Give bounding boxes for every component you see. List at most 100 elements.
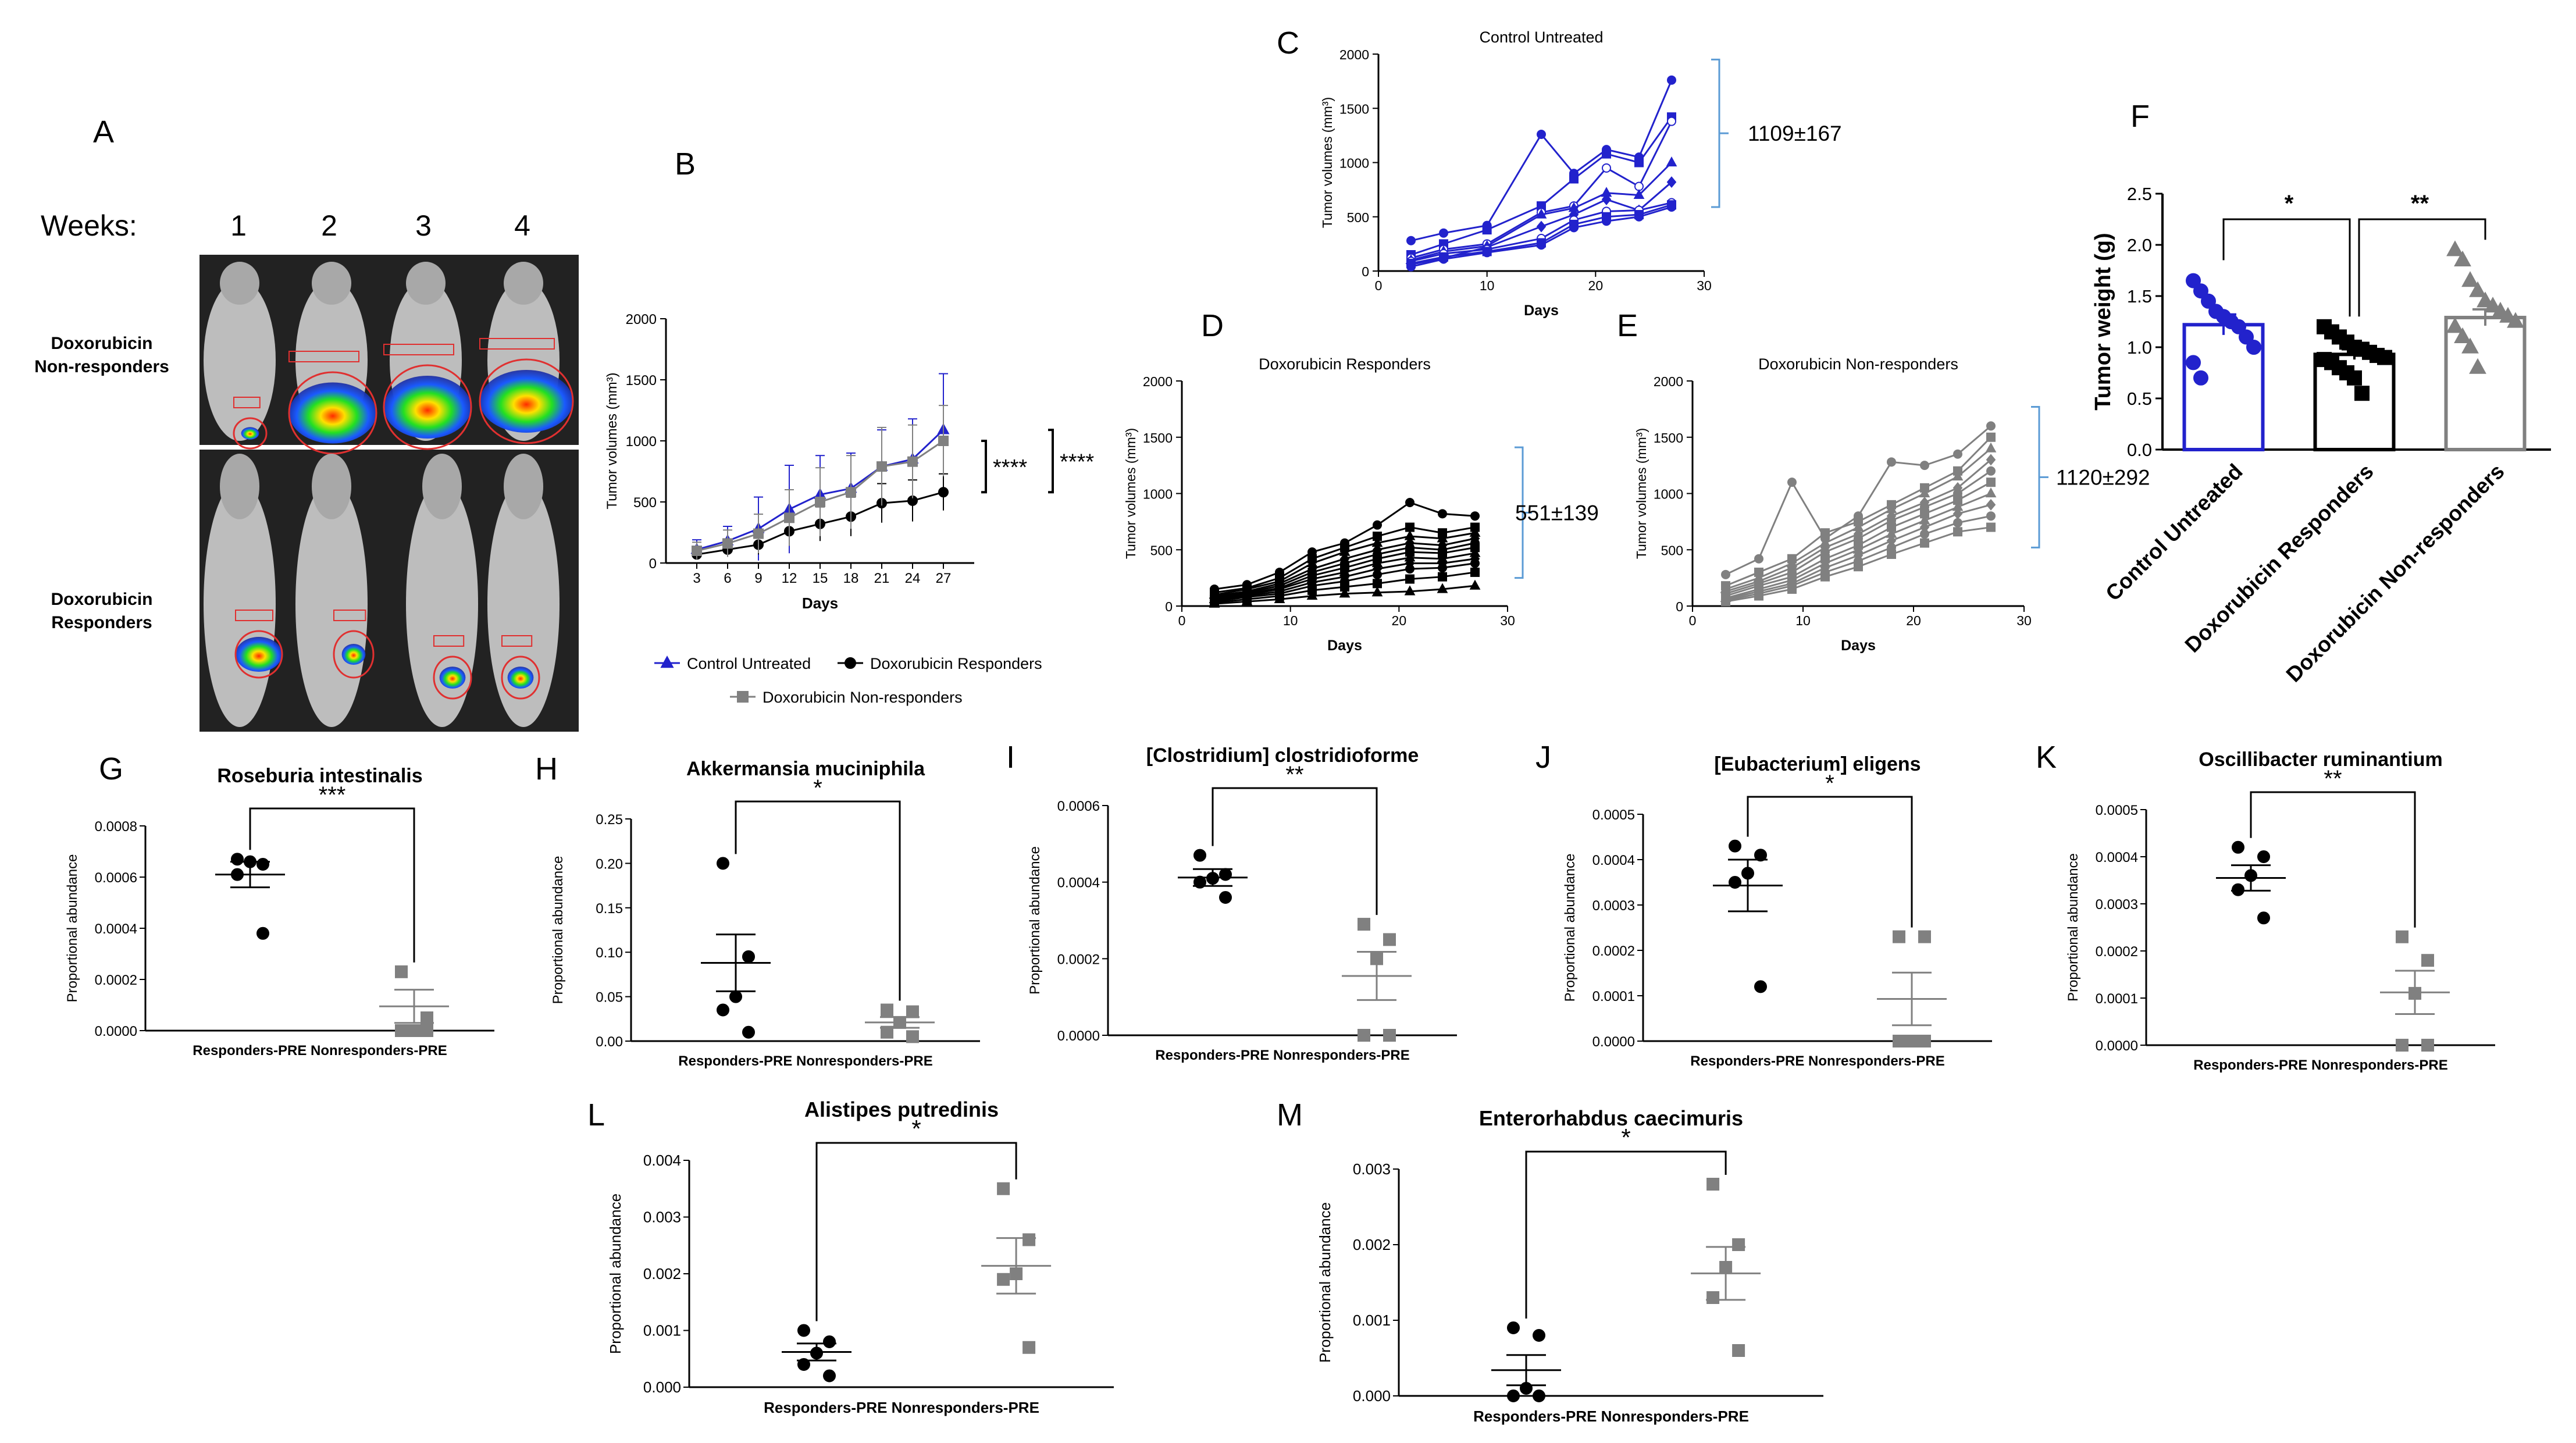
subject-point	[1920, 529, 1929, 539]
subject-line	[1410, 204, 1672, 265]
data-point	[2186, 273, 2201, 288]
subject-point	[1666, 156, 1677, 167]
subject-point	[1405, 574, 1415, 584]
subject-point	[1537, 240, 1546, 250]
y-tick-label: 1500	[1339, 101, 1369, 116]
mouse-head	[220, 454, 259, 519]
x-tick-label: 18	[843, 571, 859, 586]
subject-line	[1410, 202, 1672, 262]
chart-j-eubacterium: 0.0000 0.0001 0.0002 0.0003 0.0004 0.0005 Prop…	[1562, 753, 1992, 1069]
subject-point	[1306, 590, 1318, 600]
data-point	[2232, 840, 2244, 854]
y-tick-label: 500	[1347, 210, 1369, 225]
roi-label-box	[235, 610, 273, 621]
subject-point	[1536, 220, 1547, 233]
subject-point	[1404, 585, 1416, 596]
sig-bracket	[1525, 1150, 1727, 1319]
data-point	[395, 1024, 408, 1037]
mouse-head	[422, 454, 462, 519]
tumor-signal	[384, 376, 471, 439]
x-tick-labels: Responders-PRE Nonresponders-PRE	[764, 1399, 1039, 1416]
subject-point	[1952, 470, 1964, 481]
subject-point	[1953, 449, 1962, 459]
y-tick-label: 0.15	[596, 901, 623, 917]
chart-title: [Clostridium] clostridioforme	[1146, 744, 1419, 767]
data-point	[256, 858, 269, 871]
subject-point	[1405, 497, 1415, 507]
mice-group	[204, 262, 574, 727]
chart-title: Doxorubicin Non-responders	[1758, 355, 1958, 373]
y-tick-label: 0.002	[643, 1265, 681, 1282]
tumor-signal	[507, 667, 534, 689]
data-point	[2257, 850, 2270, 863]
sig-stars: ***	[319, 782, 346, 808]
y-axis-label: Tumor volumes (mm³)	[1123, 428, 1138, 559]
roi-label-box	[433, 635, 465, 647]
data-point	[1219, 868, 1232, 881]
subject-point	[1470, 567, 1480, 577]
data-point	[907, 456, 918, 467]
data-point	[1533, 1329, 1545, 1342]
x-tick-labels: Responders-PRE Nonresponders-PRE	[2193, 1057, 2447, 1073]
data-point	[1533, 1389, 1545, 1402]
subject-point	[1985, 487, 1997, 498]
data-point	[823, 1369, 836, 1383]
y-tick-label: 1000	[1654, 487, 1683, 502]
data-point	[881, 1003, 893, 1017]
subject-point	[1437, 583, 1448, 593]
chart-title: Roseburia intestinalis	[217, 765, 422, 787]
y-tick-label: 2000	[626, 312, 657, 327]
subject-point	[1537, 130, 1546, 140]
data-point	[938, 436, 949, 446]
subject-point	[1667, 202, 1676, 212]
data-point	[742, 1025, 755, 1039]
x-tick-labels: Responders-PRE Nonresponders-PRE	[1155, 1047, 1409, 1063]
sig-bracket	[815, 1142, 1017, 1321]
subject-point	[1438, 509, 1447, 519]
x-tick-label: 30	[1500, 613, 1515, 628]
y-tick-label: 0.0003	[1592, 898, 1635, 914]
subject-point	[1569, 174, 1579, 184]
y-tick-label: 0.003	[643, 1209, 681, 1226]
data-point	[2454, 250, 2471, 266]
subject-point	[1986, 478, 1996, 487]
mean-sd-annotation: 1109±167	[1748, 122, 1842, 145]
data-point	[1358, 1029, 1370, 1042]
y-tick-label: 0.0002	[1057, 952, 1100, 967]
subject-point	[1986, 454, 1996, 466]
subject-line	[1410, 80, 1673, 242]
y-tick-label: 0.25	[596, 812, 623, 828]
sig-stars-inner: ****	[993, 455, 1027, 480]
data-point	[742, 950, 755, 963]
y-tick-label: 1000	[1339, 156, 1369, 171]
subject-point	[1535, 208, 1547, 219]
data-point	[1219, 891, 1232, 904]
mouse-head	[504, 262, 543, 305]
subject-point	[1405, 522, 1415, 532]
chart-b-tumor-growth: 0 500 1000 1500 2000 3 6 9 12 15 18 21 24 27 Days Tumor…	[604, 312, 1094, 706]
y-tick-label: 0.5	[2127, 389, 2152, 409]
sig-bracket-1	[2222, 218, 2351, 317]
y-tick-label: 0.002	[1353, 1236, 1391, 1253]
y-tick-label: 0	[1165, 599, 1173, 614]
subject-point	[1470, 558, 1480, 568]
y-tick-label: 2.0	[2127, 235, 2152, 255]
y-tick-label: 0	[1676, 599, 1683, 614]
sig-bracket-inner	[981, 440, 987, 494]
sig-bracket	[735, 800, 901, 1001]
x-tick-label: 15	[813, 571, 828, 586]
roi-label-box	[333, 610, 366, 621]
y-tick-label: 0.001	[643, 1322, 681, 1339]
data-point	[753, 528, 764, 539]
sig-stars: *	[1621, 1124, 1630, 1151]
data-point	[1754, 980, 1767, 993]
data-point	[2469, 358, 2486, 374]
data-point	[881, 1025, 893, 1039]
y-tick-label: 2000	[1654, 374, 1683, 389]
x-axis-label: Days	[1327, 637, 1362, 654]
subject-point	[1339, 587, 1351, 598]
data-point	[421, 1024, 433, 1037]
tumor-signal	[241, 427, 259, 440]
subject-point	[1667, 75, 1676, 85]
subject-point	[1569, 223, 1579, 233]
